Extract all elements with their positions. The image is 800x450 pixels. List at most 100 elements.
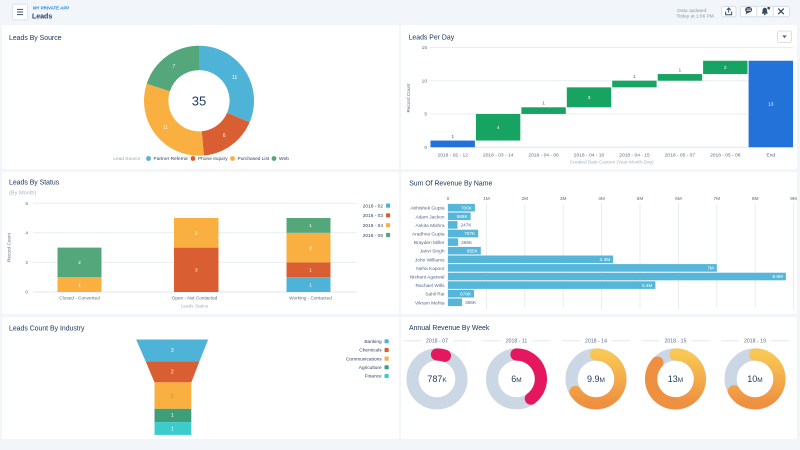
svg-text:End: End (766, 152, 775, 158)
svg-text:Sum Of Revenue By Name: Sum Of Revenue By Name (409, 180, 492, 187)
svg-text:2: 2 (25, 260, 28, 266)
svg-text:5M: 5M (637, 196, 644, 202)
svg-text:Leads Per Day: Leads Per Day (409, 35, 455, 42)
svg-text:Banking: Banking (364, 339, 382, 345)
svg-text:1: 1 (633, 74, 636, 80)
svg-text:787K: 787K (427, 374, 447, 384)
svg-text:678K: 678K (460, 291, 472, 296)
svg-text:2: 2 (195, 231, 198, 237)
svg-text:Aradhna Gupta: Aradhna Gupta (412, 232, 445, 238)
svg-text:2018 - 04 - 10: 2018 - 04 - 10 (574, 152, 605, 158)
svg-text:2018 - 05 - 07: 2018 - 05 - 07 (665, 152, 696, 158)
svg-text:2018 - 02 - 12: 2018 - 02 - 12 (437, 152, 468, 158)
svg-text:Leads By Status: Leads By Status (9, 180, 60, 187)
svg-text:0: 0 (447, 196, 450, 202)
svg-text:1: 1 (171, 413, 174, 419)
svg-text:5.4M: 5.4M (642, 283, 653, 288)
svg-text:3: 3 (171, 348, 174, 354)
svg-text:2018 - 07: 2018 - 07 (426, 339, 448, 345)
svg-text:11: 11 (232, 75, 237, 81)
svg-text:MY PRIVATE APP: MY PRIVATE APP (33, 6, 69, 11)
svg-text:Ankita Mishra: Ankita Mishra (415, 223, 444, 229)
svg-text:366K: 366K (465, 300, 477, 305)
svg-text:1: 1 (542, 101, 545, 107)
svg-text:Web: Web (279, 156, 289, 162)
svg-text:3: 3 (588, 95, 591, 101)
svg-text:10: 10 (422, 78, 428, 84)
svg-text:1: 1 (78, 282, 81, 288)
svg-text:Created Date Custom (Year-Mont: Created Date Custom (Year-Month-Day) (570, 159, 654, 164)
svg-text:1: 1 (171, 426, 174, 432)
svg-text:4: 4 (25, 231, 28, 237)
svg-text:1M: 1M (483, 196, 490, 202)
svg-text:247K: 247K (461, 223, 473, 228)
svg-text:Leads By Source: Leads By Source (9, 35, 62, 42)
svg-text:855K: 855K (467, 248, 479, 253)
svg-text:Adam Jackon: Adam Jackon (415, 214, 444, 220)
svg-text:Record Count: Record Count (7, 232, 12, 262)
svg-text:5: 5 (424, 112, 427, 118)
svg-text:2: 2 (78, 260, 81, 266)
svg-text:2018 - 19: 2018 - 19 (744, 339, 766, 345)
svg-text:6: 6 (223, 133, 226, 139)
svg-text:Annual Revenue By Week: Annual Revenue By Week (409, 325, 490, 332)
svg-text:4.3M: 4.3M (600, 257, 611, 262)
svg-text:1: 1 (309, 268, 312, 274)
svg-text:3M: 3M (560, 196, 567, 202)
svg-text:8.8M: 8.8M (772, 274, 783, 279)
svg-text:John Williams: John Williams (415, 257, 445, 263)
svg-text:11: 11 (163, 125, 168, 131)
svg-text:1: 1 (451, 134, 454, 140)
svg-text:1: 1 (309, 223, 312, 229)
svg-text:Finance: Finance (365, 374, 382, 380)
svg-text:700K: 700K (461, 205, 473, 210)
svg-text:Sahil Rai: Sahil Rai (425, 292, 444, 298)
svg-text:Lead Source: Lead Source (113, 156, 141, 162)
svg-text:Working - Contacted: Working - Contacted (289, 296, 332, 301)
svg-text:6M: 6M (511, 374, 521, 384)
svg-text:4: 4 (497, 125, 500, 131)
svg-text:1: 1 (309, 282, 312, 288)
svg-text:2018 - 05 - 08: 2018 - 05 - 08 (710, 152, 741, 158)
svg-text:2: 2 (724, 65, 727, 71)
svg-text:1: 1 (679, 67, 682, 73)
svg-text:Rachael Wills: Rachael Wills (415, 283, 445, 289)
svg-text:Phone Inquiry: Phone Inquiry (198, 156, 228, 162)
svg-text:2018 - 05: 2018 - 05 (363, 233, 384, 239)
svg-text:2018 - 04 - 15: 2018 - 04 - 15 (619, 152, 650, 158)
svg-text:Neha Kapoor: Neha Kapoor (416, 266, 445, 272)
svg-text:Data updated:: Data updated: (677, 8, 707, 14)
svg-text:0: 0 (25, 290, 28, 296)
svg-text:4M: 4M (598, 196, 605, 202)
svg-text:Record Count: Record Count (406, 83, 411, 113)
svg-text:13: 13 (768, 102, 774, 108)
svg-text:2018 - 03: 2018 - 03 (363, 213, 384, 219)
svg-text:35: 35 (192, 93, 206, 108)
svg-text:15: 15 (422, 45, 428, 51)
svg-text:2018 - 02: 2018 - 02 (363, 203, 384, 209)
svg-text:Closed - Converted: Closed - Converted (59, 296, 100, 301)
svg-text:3: 3 (195, 268, 198, 274)
svg-text:2018 - 03 - 14: 2018 - 03 - 14 (483, 152, 514, 158)
svg-text:7: 7 (172, 64, 175, 70)
svg-text:2018 - 14: 2018 - 14 (585, 339, 607, 345)
svg-text:Janvi Singh: Janvi Singh (420, 249, 445, 255)
svg-text:588K: 588K (457, 214, 469, 219)
svg-text:Partner Referral: Partner Referral (154, 156, 188, 162)
svg-text:7M: 7M (707, 266, 714, 271)
svg-text:265K: 265K (461, 240, 473, 245)
svg-text:2018 - 11: 2018 - 11 (506, 339, 528, 345)
svg-text:9M: 9M (790, 196, 797, 202)
svg-text:Leads Count By Industry: Leads Count By Industry (9, 326, 85, 333)
svg-text:Vikram Mehta: Vikram Mehta (415, 300, 445, 306)
svg-text:Leads Status: Leads Status (181, 304, 209, 309)
svg-text:2: 2 (171, 393, 174, 399)
svg-text:9.9M: 9.9M (587, 374, 605, 384)
svg-text:2: 2 (309, 245, 312, 251)
svg-text:Today at 1:06 PM: Today at 1:06 PM (676, 13, 713, 19)
svg-text:(By Month): (By Month) (9, 191, 36, 197)
svg-text:2018 - 04: 2018 - 04 (363, 223, 384, 229)
svg-text:6: 6 (25, 201, 28, 207)
svg-text:Leads: Leads (32, 14, 52, 21)
svg-text:Nishant Agarwal: Nishant Agarwal (410, 275, 445, 281)
